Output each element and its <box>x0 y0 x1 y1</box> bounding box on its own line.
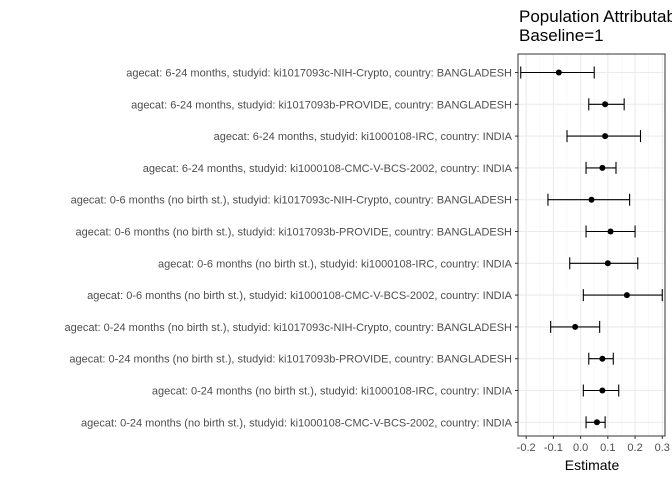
estimate-row <box>520 66 595 79</box>
estimate-point <box>602 101 609 108</box>
panel-border <box>517 53 666 437</box>
y-tick-label: agecat: 0-24 months (no birth st.), stud… <box>152 386 513 398</box>
estimate-row <box>585 225 636 238</box>
x-tick-label: 0.1 <box>600 442 615 454</box>
x-axis-ticks: -0.2 -0.1 0.0 0.1 0.2 0.3 <box>517 436 670 454</box>
y-tick-label: agecat: 0-24 months (no birth st.), stud… <box>64 322 512 334</box>
chart-subtitle: Baseline=1 <box>519 26 604 45</box>
y-tick-label: agecat: 0-24 months (no birth st.), stud… <box>81 417 513 429</box>
chart-title: Population Attributable Fraction <box>519 7 672 26</box>
y-tick-label: agecat: 0-6 months (no birth st.), study… <box>71 195 512 207</box>
y-tick-label: agecat: 6-24 months, studyid: ki1000108-… <box>214 131 513 143</box>
x-tick-label: 0.2 <box>627 442 642 454</box>
estimate-row <box>566 130 642 143</box>
x-tick-label: 0.3 <box>655 442 670 454</box>
estimate-row <box>585 161 617 174</box>
estimate-point <box>599 387 606 394</box>
estimate-point <box>623 292 630 299</box>
estimate-row <box>588 98 625 111</box>
estimate-point <box>599 164 606 171</box>
estimate-point <box>604 260 611 267</box>
y-tick-label: agecat: 0-6 months (no birth st.), study… <box>87 290 513 302</box>
estimate-point <box>588 196 595 203</box>
estimate-row <box>585 416 606 429</box>
estimate-row <box>569 257 639 270</box>
estimate-point <box>599 355 606 362</box>
y-tick-label: agecat: 6-24 months, studyid: ki1000108-… <box>143 163 513 175</box>
estimate-row <box>582 384 620 397</box>
x-tick-label: -0.2 <box>517 442 536 454</box>
y-tick-label: agecat: 0-6 months (no birth st.), study… <box>75 227 512 239</box>
estimates <box>520 66 663 429</box>
estimate-row <box>588 352 614 365</box>
estimate-point <box>593 419 600 426</box>
estimate-point <box>602 133 609 140</box>
y-tick-label: agecat: 0-24 months (no birth st.), stud… <box>69 354 512 366</box>
estimate-row <box>582 289 663 302</box>
x-tick-label: -0.1 <box>544 442 563 454</box>
y-tick-label: agecat: 0-6 months (no birth st.), study… <box>158 258 513 270</box>
y-axis-labels: agecat: 6-24 months, studyid: ki1017093c… <box>64 68 518 429</box>
estimate-point <box>555 69 562 76</box>
panel-background <box>518 54 665 436</box>
estimate-point <box>572 323 579 330</box>
estimate-row <box>550 320 601 333</box>
y-tick-label: agecat: 6-24 months, studyid: ki1017093c… <box>126 68 512 80</box>
y-tick-label: agecat: 6-24 months, studyid: ki1017093b… <box>131 99 512 111</box>
x-axis-label: Estimate <box>565 457 620 473</box>
estimate-row <box>547 193 631 206</box>
x-tick-label: 0.0 <box>573 442 588 454</box>
grid <box>518 54 665 436</box>
estimate-point <box>607 228 614 235</box>
